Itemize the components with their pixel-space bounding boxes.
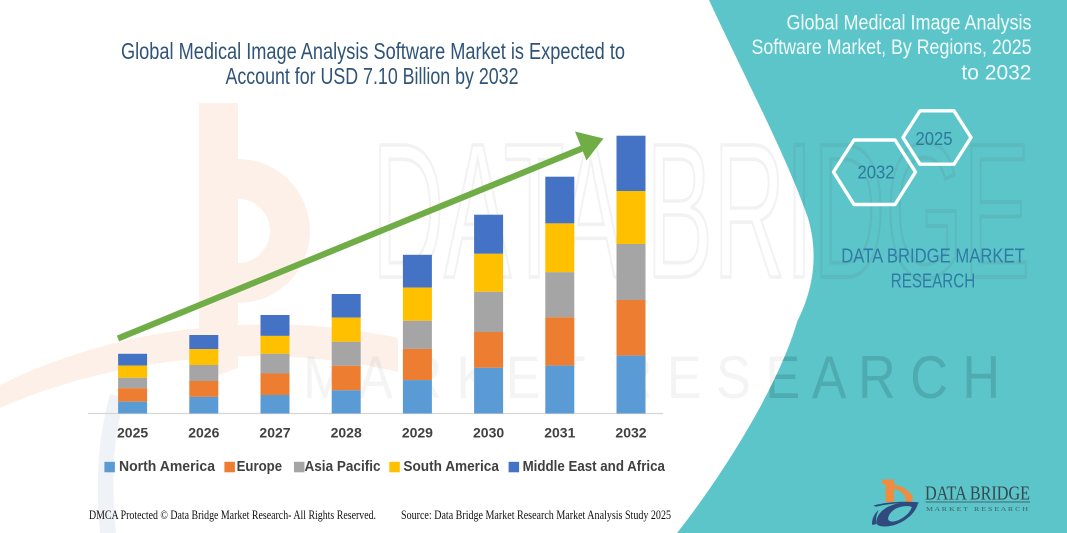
svg-text:RESEARCH: RESEARCH [891,271,976,293]
svg-text:2032: 2032 [615,425,646,441]
svg-text:Global Medical Image Analysis: Global Medical Image Analysis [787,12,1032,35]
svg-text:M A R K E T R E S E A R C H: M A R K E T R E S E A R C H [926,506,1028,513]
svg-text:Europe: Europe [237,458,283,475]
svg-text:2031: 2031 [544,425,575,441]
svg-text:2025: 2025 [916,128,953,149]
svg-text:Account for USD 7.10 Billion b: Account for USD 7.10 Billion by 2032 [226,63,519,89]
svg-text:2025: 2025 [117,425,148,441]
svg-text:DMCA Protected © Data Bridge M: DMCA Protected © Data Bridge Market Rese… [89,508,376,522]
svg-text:DATA BRIDGE MARKET: DATA BRIDGE MARKET [841,246,1025,268]
svg-text:DATA BRIDGE: DATA BRIDGE [925,484,1030,505]
svg-text:Asia Pacific: Asia Pacific [305,458,381,475]
svg-text:2032: 2032 [858,162,895,183]
svg-text:2027: 2027 [259,425,290,441]
svg-text:Middle East and Africa: Middle East and Africa [523,458,666,475]
svg-text:2029: 2029 [402,425,433,441]
svg-text:Software Market, By Regions, 2: Software Market, By Regions, 2025 [752,36,1032,59]
svg-text:Source: Data Bridge Market Res: Source: Data Bridge Market Research Mark… [401,508,671,522]
svg-text:2030: 2030 [473,425,504,441]
svg-text:North America: North America [119,458,216,475]
svg-text:to 2032: to 2032 [961,62,1031,85]
svg-text:2028: 2028 [331,425,362,441]
svg-text:South America: South America [403,458,499,475]
svg-text:2026: 2026 [188,425,219,441]
svg-text:Global Medical Image Analysis: Global Medical Image Analysis Software M… [121,38,625,64]
